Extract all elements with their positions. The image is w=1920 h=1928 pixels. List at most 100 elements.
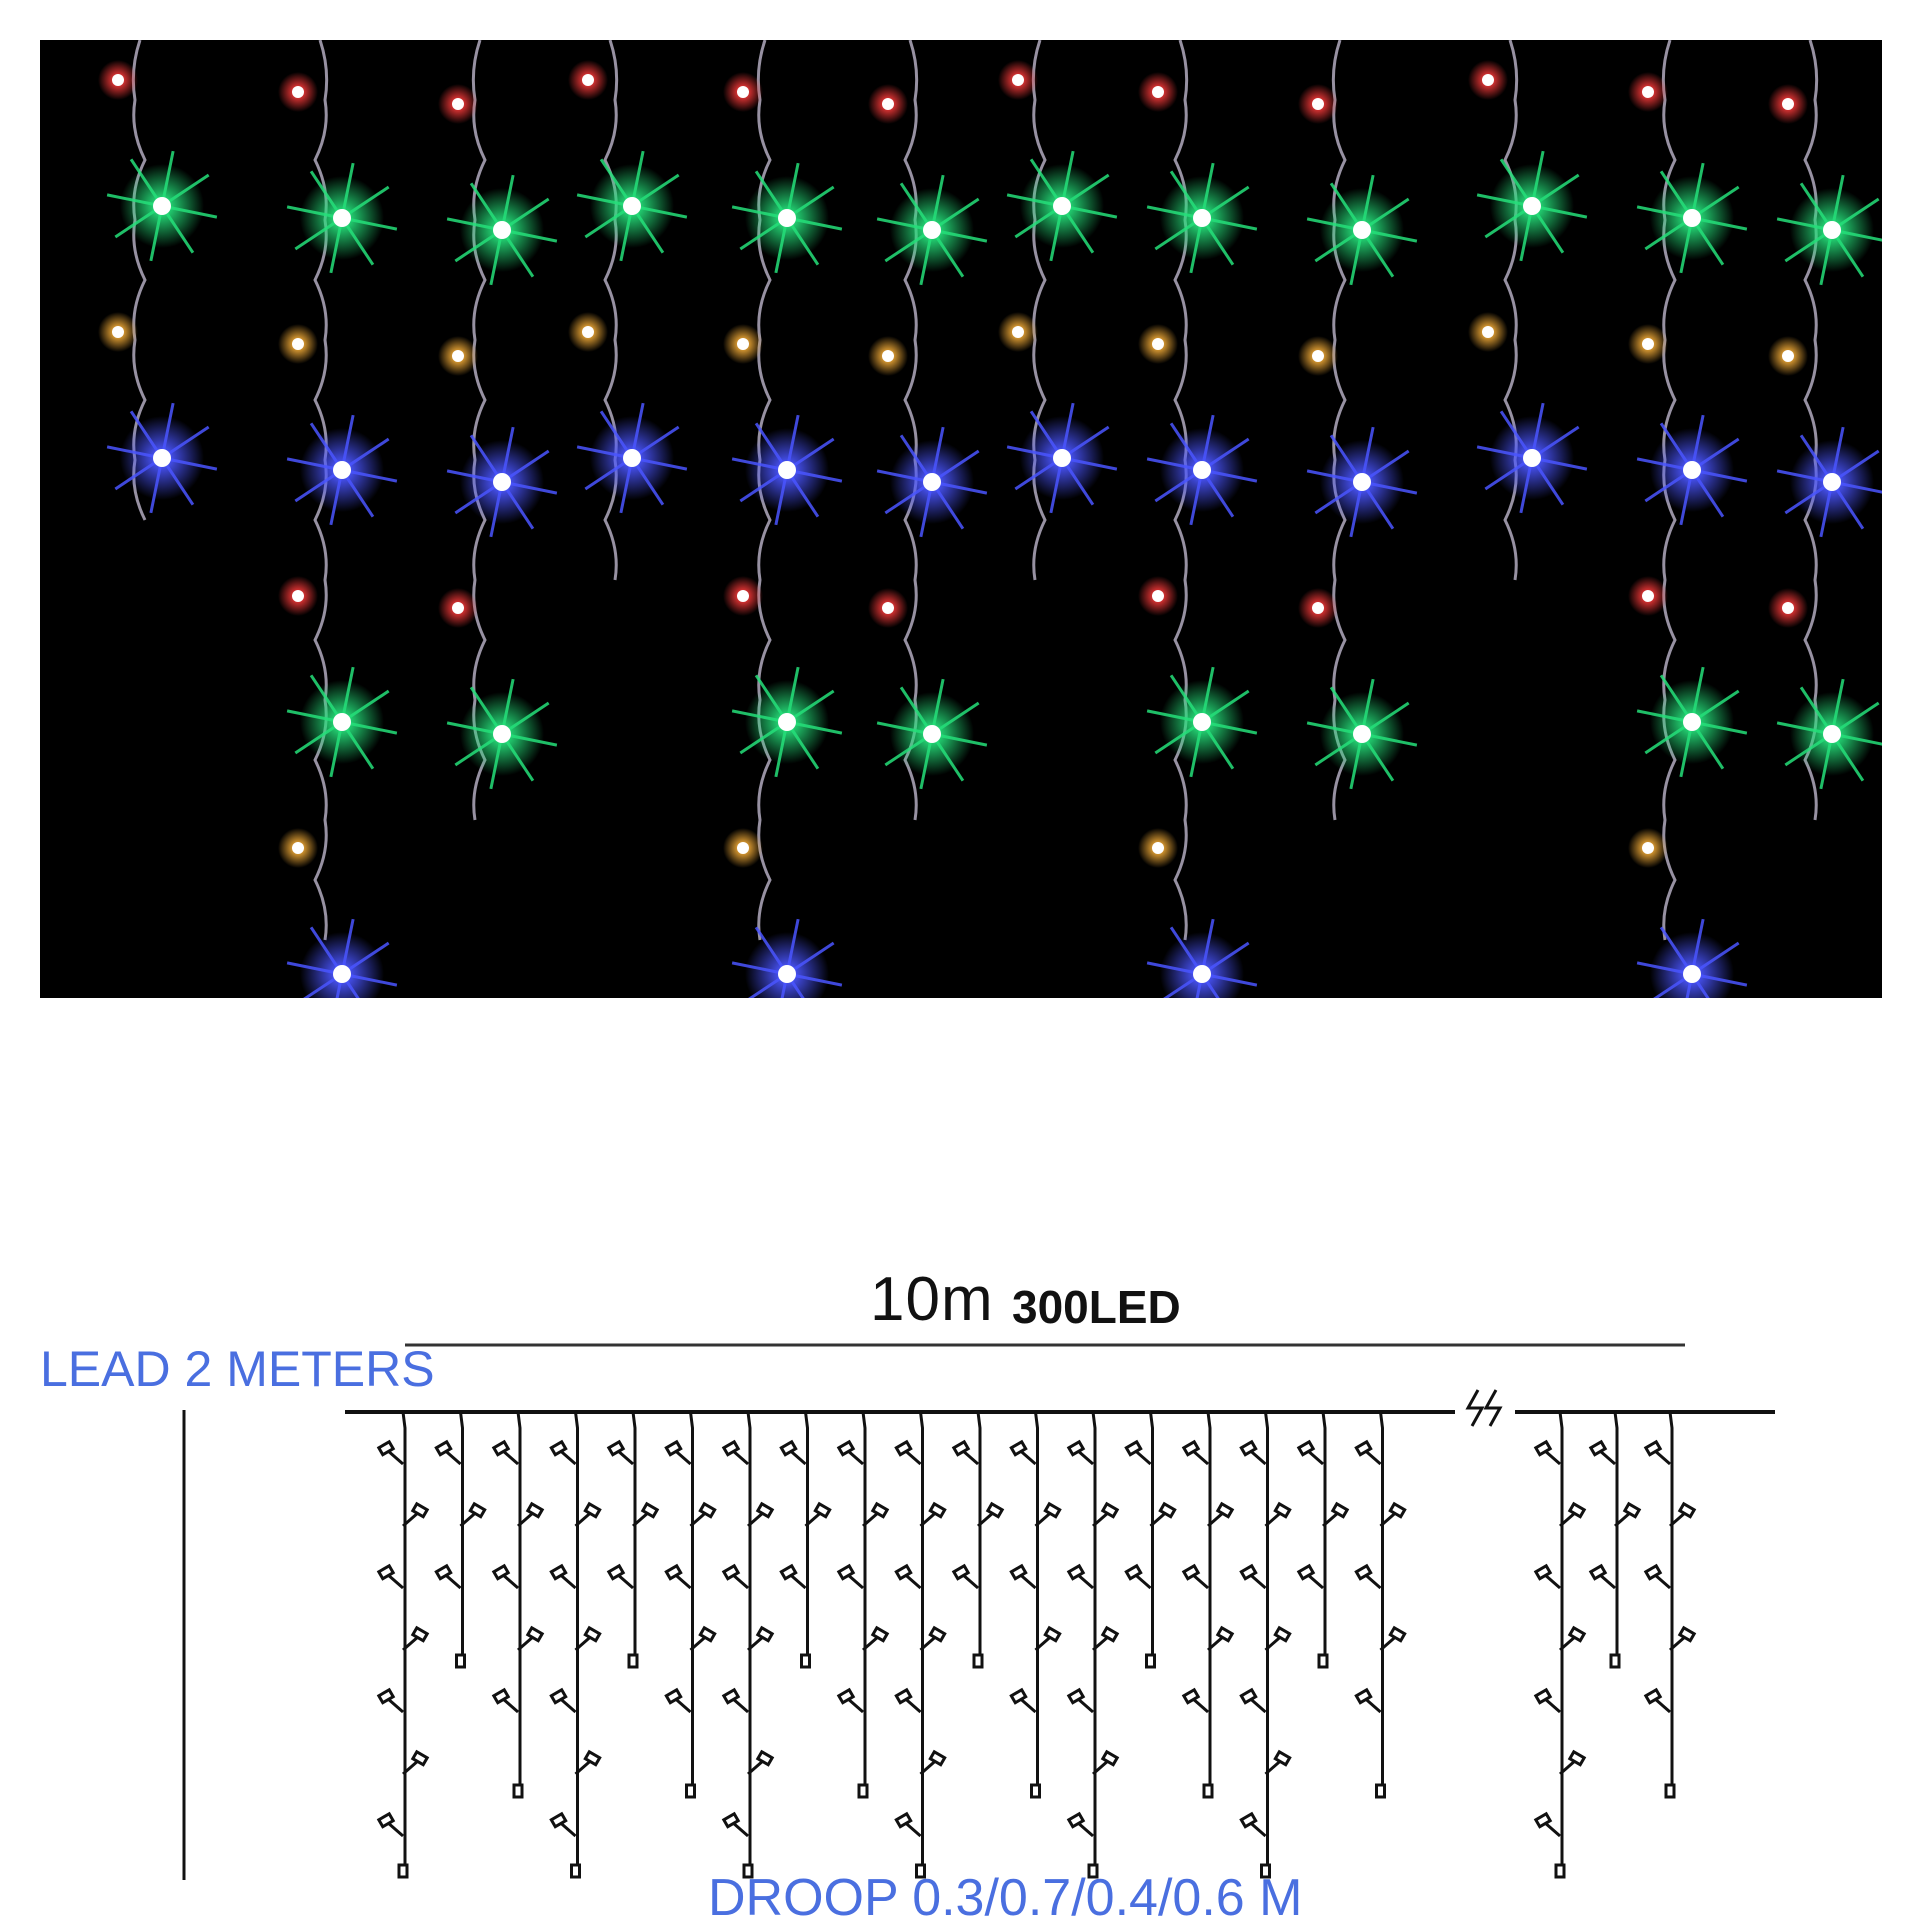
bulb-star-rays [876, 174, 988, 286]
bulb-core [778, 209, 796, 227]
bulb-star-rays [1636, 162, 1748, 274]
wire-break-symbol [1465, 1389, 1503, 1427]
bulb-core [1482, 326, 1494, 338]
icicle-drop [1533, 1411, 1587, 1879]
icicle-drop [491, 1411, 545, 1799]
bulb-star-rays [446, 174, 558, 286]
icicle-drop [836, 1411, 890, 1799]
bulb-star-rays [576, 402, 688, 514]
bulb-star-rays [1006, 402, 1118, 514]
bulb-core [737, 842, 749, 854]
bulb-core [112, 326, 124, 338]
lead-length-label: LEAD 2 METERS [40, 1341, 435, 1397]
bulb-star-rays [446, 426, 558, 538]
icicle-drop [721, 1411, 775, 1879]
bulb-core [1642, 338, 1654, 350]
icicle-drop [1296, 1411, 1350, 1669]
icicle-drop [376, 1411, 430, 1879]
icicle-drop [1239, 1411, 1292, 1879]
bulb-core [882, 350, 894, 362]
bulb-star-rays [876, 426, 988, 538]
bulb-core [1823, 725, 1841, 743]
bulb-core [1482, 74, 1494, 86]
bulb-core [1193, 461, 1211, 479]
bulb-star-rays [1776, 174, 1882, 286]
bulb-star-rays [286, 666, 398, 778]
bulb-core [1152, 590, 1164, 602]
icicle-drop [606, 1411, 660, 1669]
bulb-core [333, 713, 351, 731]
led-count-label: 300LED [1012, 1281, 1181, 1333]
bulb-core [1683, 965, 1701, 983]
icicle-drop [1181, 1411, 1235, 1799]
bulb-core [1012, 74, 1024, 86]
bulb-star-rays [1146, 414, 1258, 526]
bulb-core [582, 74, 594, 86]
bulb-core [737, 590, 749, 602]
bulb-core [1642, 86, 1654, 98]
droop-length-label: DROOP 0.3/0.7/0.4/0.6 M [708, 1869, 1303, 1927]
bulb-core [493, 725, 511, 743]
bulb-core [1312, 602, 1324, 614]
bulb-star-rays [1776, 426, 1882, 538]
bulb-core [452, 350, 464, 362]
bulb-star-rays [731, 918, 843, 998]
icicle-drop [779, 1411, 832, 1669]
bulb-star-rays [286, 162, 398, 274]
bulb-star-rays [731, 666, 843, 778]
light-strand [1031, 40, 1047, 581]
bulb-core [1053, 449, 1071, 467]
bulb-core [923, 725, 941, 743]
icicle-drop [1588, 1411, 1642, 1669]
bulb-core [1312, 98, 1324, 110]
bulb-core [1782, 602, 1794, 614]
bulb-star-rays [576, 150, 688, 262]
light-strand [603, 40, 619, 581]
bulb-core [112, 74, 124, 86]
bulb-core [1053, 197, 1071, 215]
bulb-core [452, 602, 464, 614]
bulb-core [292, 338, 304, 350]
bulb-star-rays [106, 150, 218, 262]
bulb-core [1823, 221, 1841, 239]
bulb-core [1012, 326, 1024, 338]
bulb-core [493, 221, 511, 239]
bulb-star-rays [876, 678, 988, 790]
bulb-star-rays [106, 402, 218, 514]
icicle-drop [664, 1411, 717, 1799]
bulb-core [1353, 221, 1371, 239]
bulb-core [1782, 350, 1794, 362]
bulb-star-rays [1146, 918, 1258, 998]
bulb-star-rays [1636, 918, 1748, 998]
icicle-lights-illustration [98, 40, 1882, 998]
icicle-drop [894, 1411, 947, 1879]
bulb-core [1152, 338, 1164, 350]
bulb-star-rays [1476, 402, 1588, 514]
light-strand [1503, 40, 1519, 581]
icicle-drop [434, 1411, 487, 1669]
light-strand [1803, 40, 1819, 821]
bulb-core [1823, 473, 1841, 491]
width-label: 10m [870, 1265, 994, 1334]
icicle-drop [1009, 1411, 1062, 1799]
bulb-core [1353, 473, 1371, 491]
light-strand [903, 40, 919, 821]
bulb-star-rays [731, 162, 843, 274]
bulb-core [1523, 197, 1541, 215]
icicle-drop [549, 1411, 602, 1879]
bulb-core [153, 449, 171, 467]
bulb-core [1683, 713, 1701, 731]
bulb-core [623, 449, 641, 467]
bulb-core [923, 221, 941, 239]
bulb-core [778, 461, 796, 479]
bulb-core [882, 602, 894, 614]
bulb-star-rays [1476, 150, 1588, 262]
bulb-star-rays [1146, 162, 1258, 274]
bulb-core [292, 86, 304, 98]
bulb-star-rays [1306, 426, 1418, 538]
bulb-core [452, 98, 464, 110]
bulb-core [292, 842, 304, 854]
bulb-core [623, 197, 641, 215]
bulb-core [1312, 350, 1324, 362]
bulb-star-rays [731, 414, 843, 526]
